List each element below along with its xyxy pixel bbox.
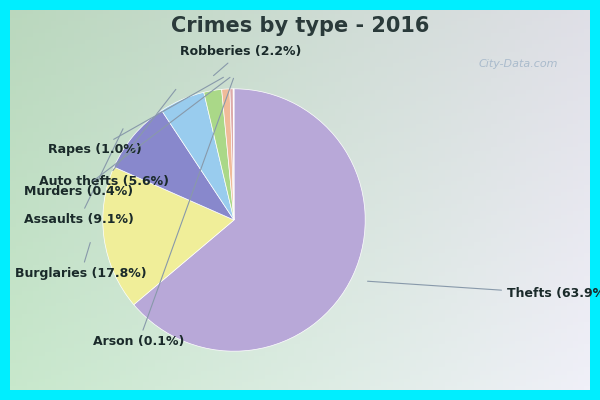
- Wedge shape: [233, 89, 234, 220]
- Text: Arson (0.1%): Arson (0.1%): [93, 78, 233, 348]
- Wedge shape: [114, 110, 234, 220]
- Text: City-Data.com: City-Data.com: [479, 59, 558, 69]
- Text: Robberies (2.2%): Robberies (2.2%): [180, 46, 301, 76]
- Text: Thefts (63.9%): Thefts (63.9%): [368, 281, 600, 300]
- Text: Assaults (9.1%): Assaults (9.1%): [24, 129, 134, 226]
- Wedge shape: [161, 92, 234, 220]
- Text: Murders (0.4%): Murders (0.4%): [24, 77, 230, 198]
- Wedge shape: [103, 167, 234, 305]
- Text: Burglaries (17.8%): Burglaries (17.8%): [15, 242, 146, 280]
- Wedge shape: [134, 89, 365, 351]
- Wedge shape: [204, 89, 234, 220]
- Wedge shape: [221, 89, 234, 220]
- Text: Auto thefts (5.6%): Auto thefts (5.6%): [39, 89, 176, 188]
- Text: Crimes by type - 2016: Crimes by type - 2016: [171, 16, 429, 36]
- Wedge shape: [230, 89, 234, 220]
- Text: Rapes (1.0%): Rapes (1.0%): [48, 77, 223, 156]
